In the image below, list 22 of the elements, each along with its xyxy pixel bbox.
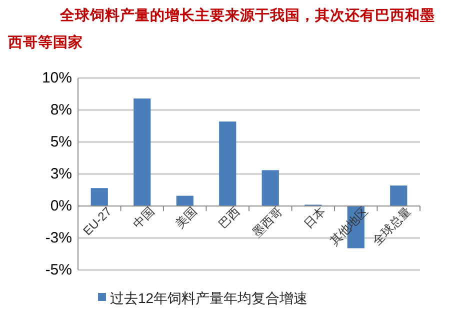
x-tick-label: 全球总量 — [370, 204, 414, 248]
x-tick-label: 日本 — [301, 204, 328, 232]
bar — [134, 98, 151, 206]
x-tick-label: 中国 — [130, 204, 158, 232]
legend-label: 过去12年饲料产量年均复合增速 — [110, 290, 308, 306]
x-tick-label: 墨西哥 — [250, 204, 286, 240]
bar — [90, 188, 108, 206]
y-tick-label: 8% — [50, 102, 72, 118]
bar — [176, 196, 194, 206]
y-tick-label: 10% — [42, 70, 72, 86]
bar — [390, 186, 408, 206]
y-tick-label: 5% — [50, 134, 72, 150]
x-tick-label: 美国 — [172, 204, 200, 232]
y-tick-label: -5% — [45, 262, 72, 278]
y-tick-label: 3% — [50, 166, 72, 182]
x-tick-label: 其他地区 — [326, 204, 371, 248]
y-tick-label: 0% — [50, 198, 72, 214]
x-tick-label: 巴西 — [216, 204, 243, 232]
chart-title: 全球饲料产量的增长主要来源于我国，其次还有巴西和墨西哥等国家 — [8, 6, 436, 53]
bar — [219, 122, 236, 206]
y-tick-label: -3% — [45, 230, 72, 246]
bar — [262, 170, 279, 206]
